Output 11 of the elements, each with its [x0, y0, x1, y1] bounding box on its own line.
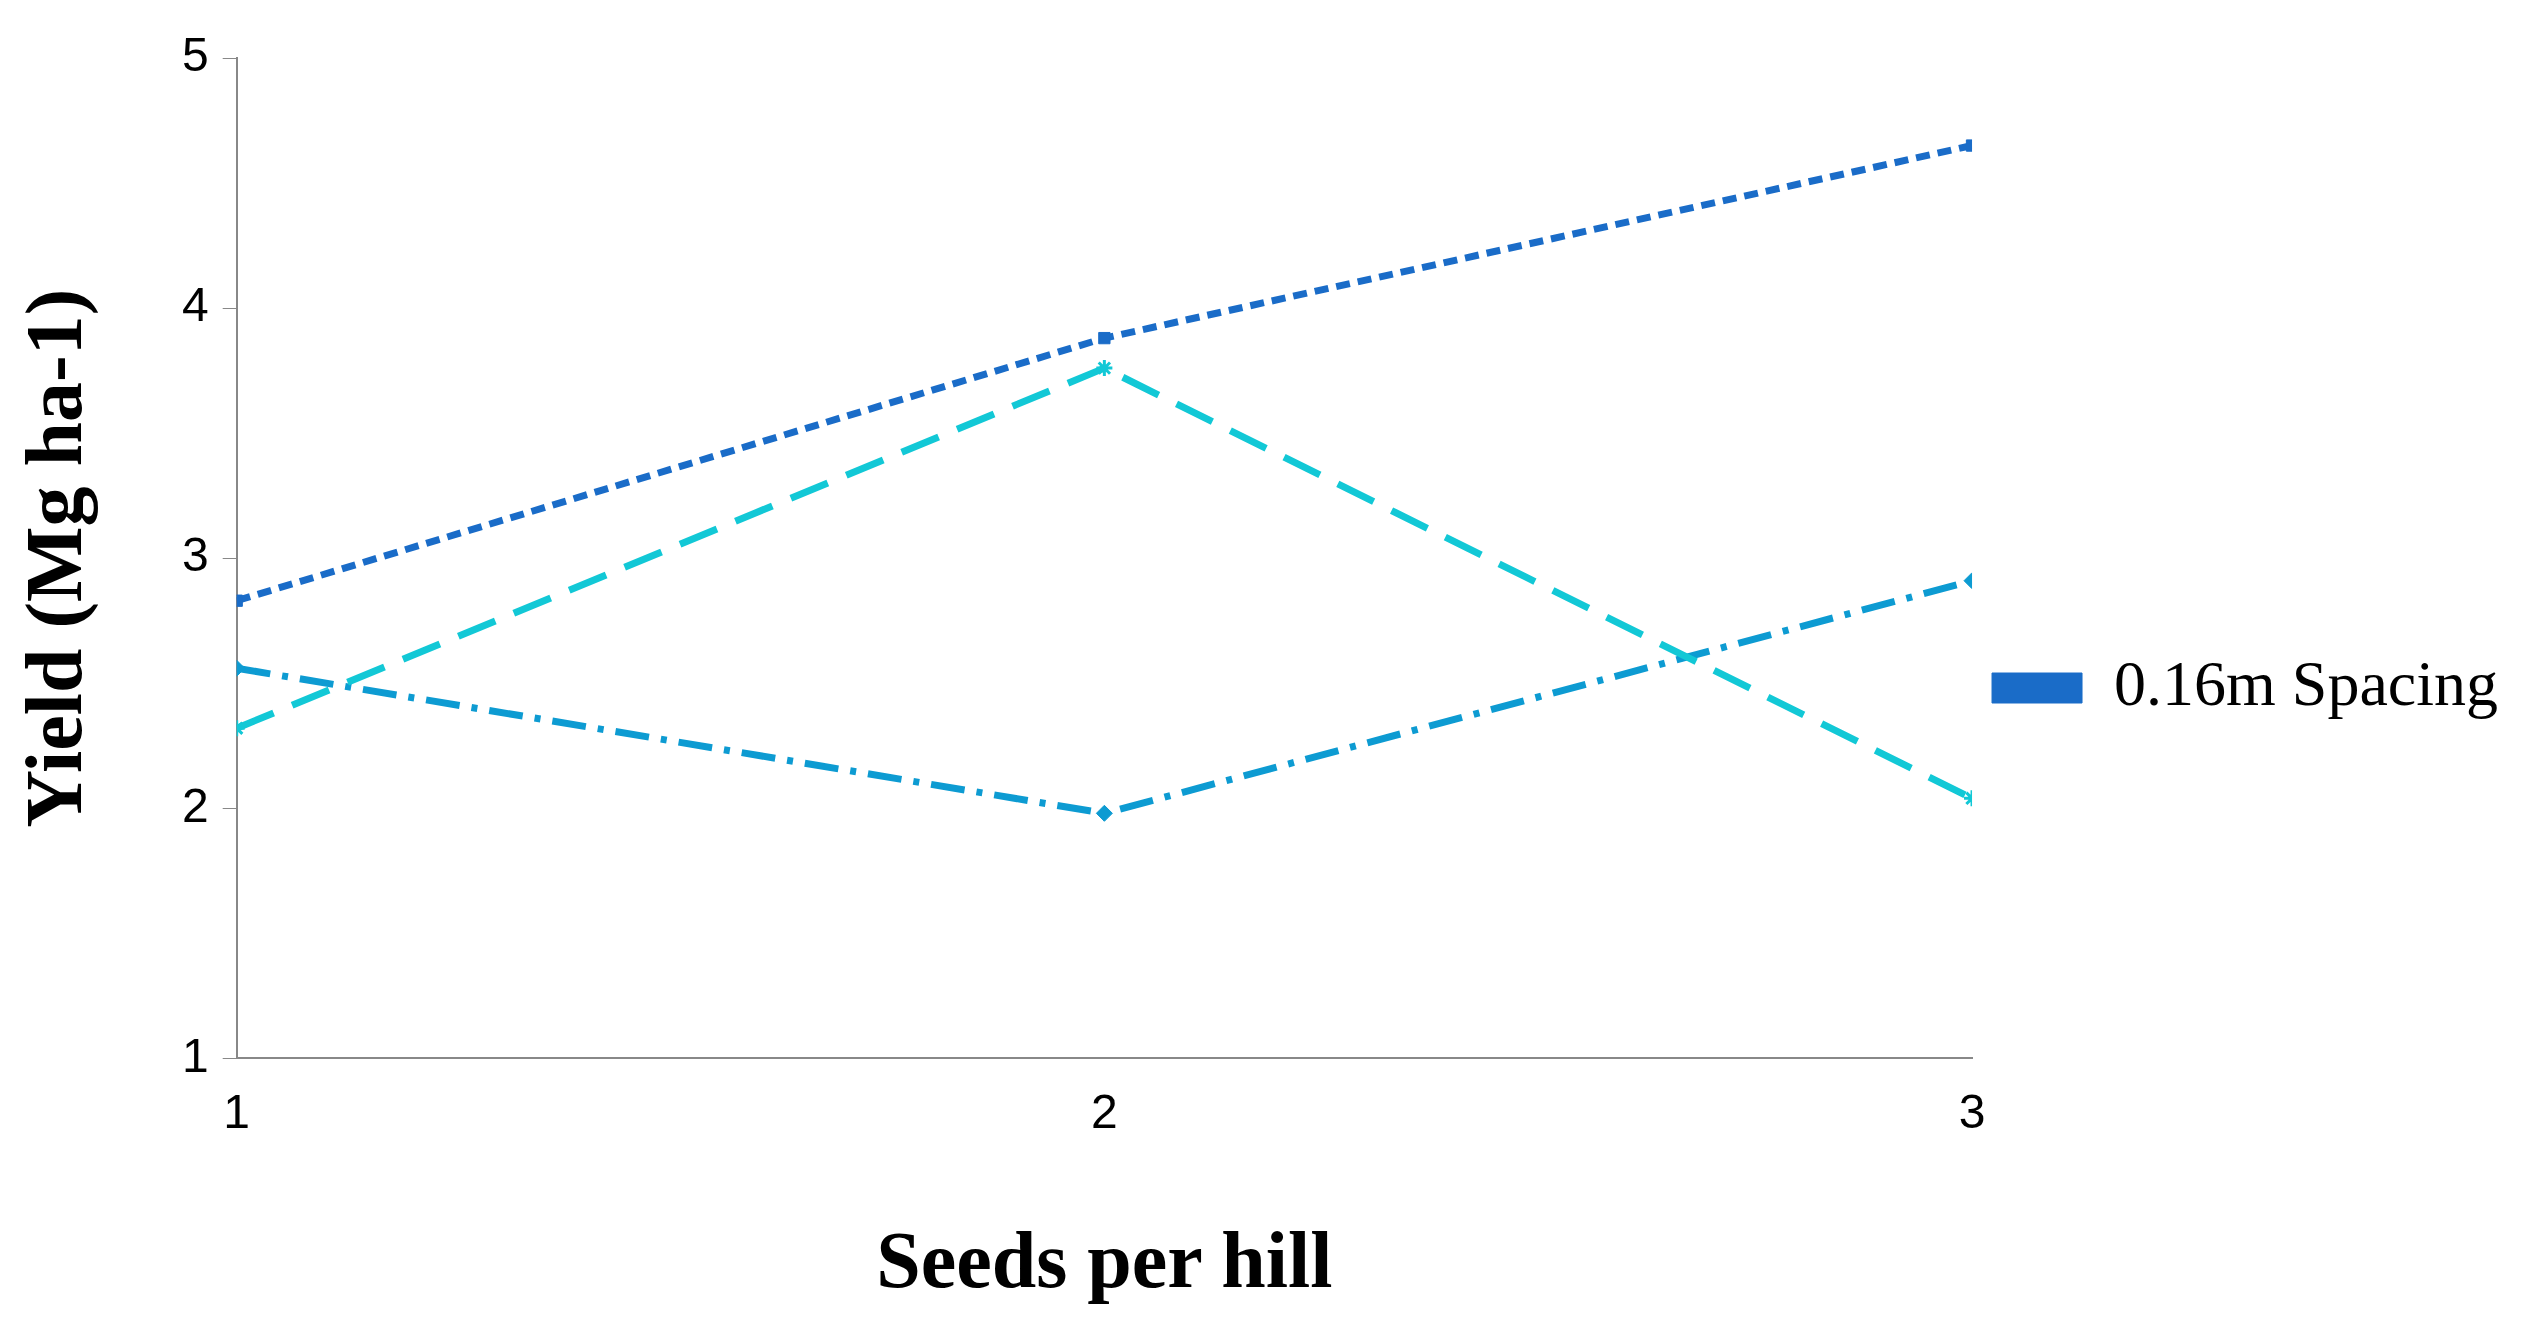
x-axis-title: Seeds per hill: [876, 1215, 1333, 1304]
y-tick-label: 2: [181, 778, 209, 832]
x-tick-label: 1: [223, 1085, 251, 1139]
y-tick-label: 3: [181, 528, 209, 582]
x-tick-label: 3: [1958, 1085, 1986, 1139]
y-tick-label: 4: [181, 278, 209, 332]
y-tick-label: 5: [181, 28, 209, 82]
y-tick-label: 1: [181, 1028, 209, 1082]
x-tick-label: 2: [1091, 1085, 1118, 1139]
legend-label: 0.16m Spacing: [2114, 647, 2498, 719]
y-axis-title: Yield (Mg ha-1): [9, 288, 99, 828]
